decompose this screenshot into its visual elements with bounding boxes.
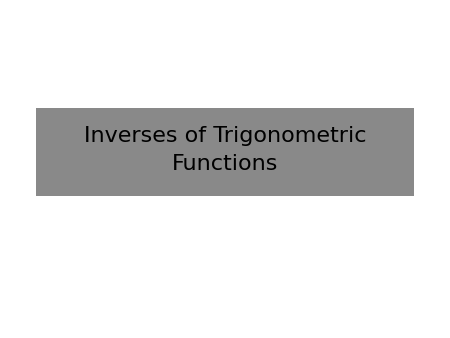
FancyBboxPatch shape	[36, 108, 414, 196]
Text: Inverses of Trigonometric
Functions: Inverses of Trigonometric Functions	[84, 126, 366, 174]
